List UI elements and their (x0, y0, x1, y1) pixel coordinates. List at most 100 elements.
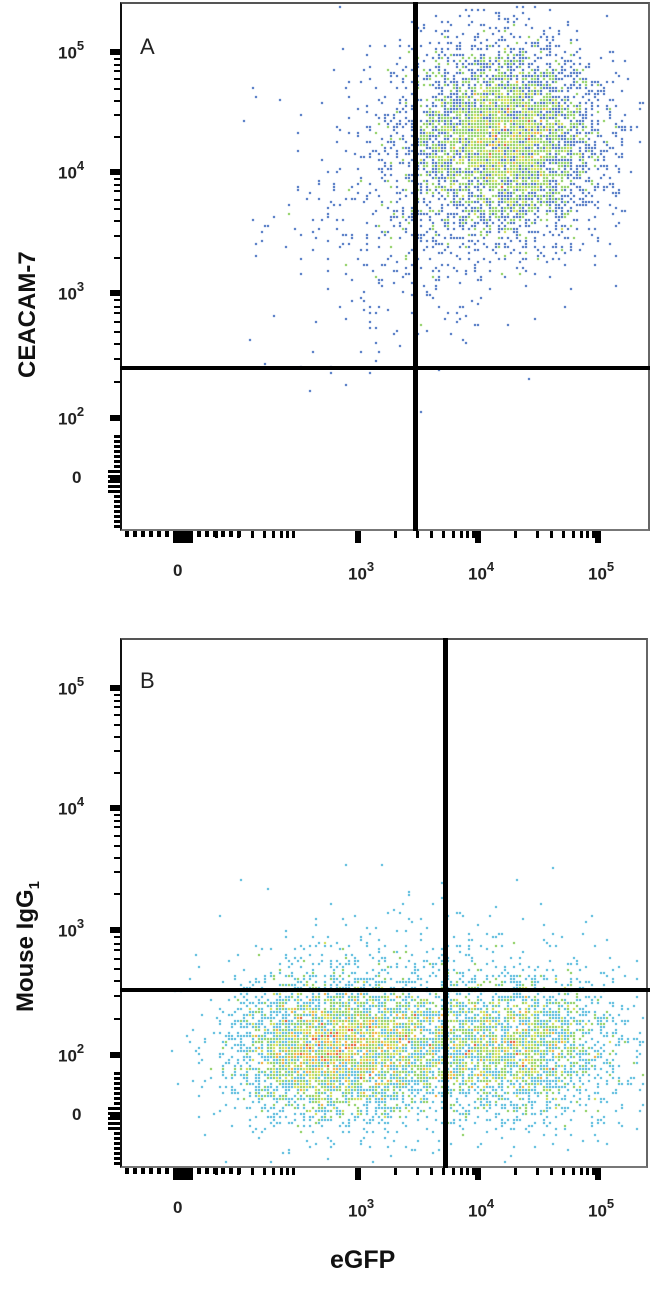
y-minor-tick (114, 736, 120, 738)
x-minor-tick (141, 1168, 145, 1174)
y-minor-tick (114, 1097, 120, 1100)
y-minor-tick (114, 1162, 120, 1165)
y-minor-tick (114, 714, 120, 717)
y-minor-tick (114, 948, 120, 951)
x-tick-label: 103 (348, 1196, 375, 1222)
x-minor-tick (250, 1168, 254, 1175)
y-minor-tick (114, 980, 120, 982)
y-minor-tick (108, 1122, 120, 1125)
y-tick-label-exponent: 5 (76, 674, 85, 689)
x-minor-tick (272, 1168, 276, 1175)
y-axis-label-subscript-b: 1 (25, 880, 43, 890)
y-minor-tick (114, 724, 120, 726)
x-minor-tick (197, 1168, 201, 1174)
x-minor-tick (415, 1168, 419, 1175)
y-tick-label-exponent: 2 (76, 1041, 85, 1056)
y-major-tick (110, 805, 120, 811)
y-major-tick (110, 685, 120, 691)
x-tick-label: 0 (173, 1198, 182, 1218)
y-minor-tick (114, 1017, 120, 1020)
x-minor-tick (237, 1168, 241, 1174)
y-minor-tick (114, 1092, 120, 1095)
x-minor-tick (430, 1168, 433, 1175)
x-minor-tick (442, 1168, 445, 1175)
x-tick-label-exponent: 3 (366, 1196, 375, 1211)
panel-letter-b: B (140, 668, 155, 693)
x-minor-tick (550, 1168, 553, 1175)
y-minor-tick (114, 694, 120, 696)
y-tick-label-base: 10 (58, 1046, 77, 1066)
quadrant-gate-vertical-b[interactable] (443, 638, 448, 1168)
y-axis-label-text-b: Mouse IgG (12, 889, 39, 1012)
y-minor-tick (114, 844, 120, 847)
y-tick-label: 0 (72, 1105, 81, 1125)
x-minor-tick (286, 1168, 290, 1175)
y-tick-label: 105 (58, 674, 85, 700)
y-minor-tick (114, 1132, 120, 1135)
y-minor-tick (114, 750, 120, 753)
x-tick-label-exponent: 4 (486, 1196, 495, 1211)
x-minor-tick (229, 1168, 233, 1174)
y-minor-tick (114, 1142, 120, 1145)
y-minor-tick (114, 856, 120, 859)
x-major-tick (355, 1168, 361, 1180)
y-minor-tick (114, 772, 120, 774)
x-minor-tick (472, 1168, 475, 1175)
y-minor-tick (114, 826, 120, 829)
x-major-tick (475, 1168, 481, 1180)
x-minor-tick (149, 1168, 153, 1174)
x-minor-tick (466, 1168, 469, 1175)
y-minor-tick (108, 1127, 120, 1130)
x-minor-tick (460, 1168, 463, 1175)
x-minor-tick (221, 1168, 225, 1174)
y-tick-label: 104 (58, 794, 85, 820)
y-minor-tick (114, 700, 120, 702)
y-minor-tick (114, 936, 120, 939)
y-minor-tick (114, 1077, 120, 1080)
x-tick-label-base: 10 (348, 1201, 367, 1221)
y-minor-tick (114, 957, 120, 960)
y-minor-tick (114, 1072, 120, 1075)
y-minor-tick (114, 893, 120, 896)
y-minor-tick (114, 1147, 120, 1150)
y-tick-label-exponent: 4 (76, 794, 85, 809)
y-minor-tick (108, 1117, 120, 1120)
y-minor-tick (114, 1152, 120, 1155)
x-tick-label-base: 10 (468, 1201, 487, 1221)
y-minor-tick (108, 1107, 120, 1110)
x-tick-label: 105 (588, 1196, 615, 1222)
x-major-tick (595, 1168, 601, 1180)
x-minor-tick (394, 1168, 397, 1175)
y-minor-tick (114, 834, 120, 837)
x-minor-tick (262, 1168, 266, 1175)
y-tick-label-base: 10 (58, 921, 77, 941)
quadrant-gate-horizontal-b[interactable] (120, 988, 650, 992)
x-minor-tick (189, 1168, 193, 1180)
x-minor-tick (213, 1168, 217, 1174)
x-minor-tick (173, 1168, 177, 1180)
x-minor-tick (133, 1168, 137, 1174)
x-tick-label-exponent: 5 (606, 1196, 615, 1211)
y-tick-label: 102 (58, 1041, 85, 1067)
x-minor-tick (205, 1168, 209, 1174)
y-minor-tick (114, 1137, 120, 1140)
y-minor-tick (114, 871, 120, 874)
y-minor-tick (108, 1112, 120, 1115)
y-minor-tick (114, 1082, 120, 1085)
x-minor-tick (580, 1168, 583, 1175)
x-minor-tick (292, 1168, 296, 1175)
y-tick-label-base: 10 (58, 799, 77, 819)
y-major-tick (110, 927, 120, 933)
x-minor-tick (571, 1168, 575, 1175)
x-minor-tick (181, 1168, 185, 1180)
y-minor-tick (114, 967, 120, 970)
y-tick-label-base: 0 (72, 1105, 82, 1124)
x-minor-tick (535, 1168, 539, 1175)
y-axis-label-b: Mouse IgG1 (12, 881, 43, 1012)
y-minor-tick (114, 1087, 120, 1090)
y-tick-label-exponent: 3 (76, 916, 85, 931)
y-minor-tick (114, 1157, 120, 1160)
x-tick-label-base: 0 (173, 1198, 183, 1217)
y-major-tick (110, 1052, 120, 1058)
